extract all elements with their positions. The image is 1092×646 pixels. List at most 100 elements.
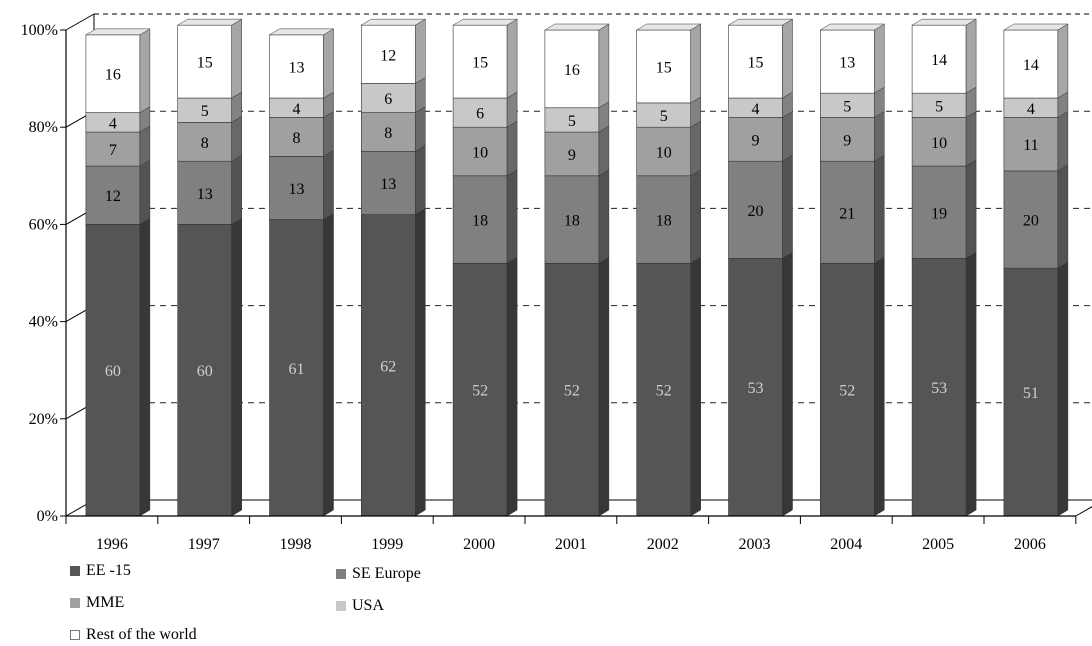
- bar-top: [911, 18, 978, 26]
- data-label: 13: [289, 59, 305, 76]
- bar-side: [323, 111, 334, 157]
- bar-side: [231, 154, 242, 225]
- bar-segment: [177, 217, 242, 517]
- bar-top: [635, 23, 702, 31]
- bar-segment: [269, 91, 334, 118]
- x-tick-label: 2002: [647, 536, 679, 553]
- bar-segment: [1003, 261, 1069, 517]
- bar-segment: [177, 154, 242, 225]
- data-label: 52: [839, 383, 855, 400]
- bar-side: [1057, 111, 1069, 172]
- bar-top: [84, 28, 151, 36]
- data-label: 51: [1023, 385, 1039, 402]
- bar-side: [782, 251, 793, 517]
- data-label: 18: [564, 213, 580, 230]
- bar-front: [269, 156, 324, 220]
- bar-segment: [544, 101, 610, 133]
- bar-side: [506, 169, 518, 264]
- bar-top: [819, 23, 886, 31]
- bar-front: [728, 117, 783, 162]
- data-label: 18: [656, 213, 672, 230]
- bar-front: [728, 258, 783, 517]
- legend-item: USA: [336, 597, 384, 615]
- legend-label: EE -15: [86, 562, 131, 579]
- bar-side: [965, 251, 977, 517]
- data-label: 11: [1023, 137, 1038, 154]
- bar-side: [690, 23, 701, 104]
- bar-side: [965, 111, 977, 167]
- legend-label: Rest of the world: [86, 626, 197, 643]
- bar-segment: [635, 23, 702, 104]
- bar-segment: [636, 120, 701, 177]
- data-label: 12: [105, 188, 121, 205]
- bar-segment: [84, 28, 151, 114]
- bar-side: [690, 169, 701, 264]
- bar-front: [1003, 267, 1059, 517]
- bar-segment: [360, 145, 426, 216]
- bar-front: [544, 131, 600, 177]
- bar-front: [819, 160, 875, 264]
- data-label: 9: [843, 132, 851, 149]
- bar-side: [231, 18, 242, 99]
- data-label: 5: [935, 98, 943, 115]
- data-label: 53: [931, 380, 947, 397]
- legend-swatch: [70, 598, 80, 608]
- bar-front: [636, 175, 692, 264]
- data-label: 52: [656, 383, 672, 400]
- bar-front: [85, 224, 141, 517]
- bar-front: [177, 122, 232, 162]
- data-label: 5: [201, 103, 209, 120]
- bar-front: [85, 34, 141, 113]
- bar-segment: [728, 111, 793, 162]
- bar-front: [819, 92, 875, 118]
- bar-side: [415, 106, 426, 152]
- bar-side: [323, 28, 334, 99]
- legend-swatch: [70, 630, 80, 640]
- bar-side: [690, 120, 701, 177]
- x-tick-label: 2000: [463, 536, 495, 553]
- bar-front: [360, 214, 416, 517]
- bar-front: [636, 262, 692, 517]
- bar-top: [176, 18, 243, 26]
- x-tick-label: 2005: [922, 536, 954, 553]
- bar-segment: [819, 86, 885, 118]
- bar-segment: [360, 208, 426, 517]
- data-label: 10: [472, 145, 488, 162]
- bar-top: [1002, 23, 1069, 31]
- bar-front: [360, 24, 416, 84]
- data-label: 4: [293, 101, 301, 118]
- bar-front: [360, 151, 416, 215]
- bar-side: [323, 213, 334, 517]
- bar-top: [360, 18, 427, 26]
- data-label: 8: [293, 130, 301, 147]
- legend-item: SE Europe: [336, 565, 421, 583]
- bar-side: [1057, 23, 1069, 99]
- bar-segment: [819, 23, 886, 94]
- bar-front: [544, 107, 600, 133]
- data-label: 10: [656, 145, 672, 162]
- data-label: 15: [656, 59, 672, 76]
- bar-segment: [911, 111, 977, 167]
- y-axis: 0% 20% 40% 60% 80% 100%: [21, 22, 67, 525]
- bar-segment: [636, 96, 701, 128]
- data-labels: 6012741660138515611384136213861252181061…: [105, 47, 1039, 402]
- bar-segment: [177, 115, 242, 162]
- bar-side: [139, 217, 151, 517]
- legend-item: EE -15: [70, 562, 131, 580]
- bar-front: [269, 34, 324, 99]
- bar-segment: [360, 18, 427, 84]
- bar-segment: [728, 251, 793, 517]
- bar-side: [323, 149, 334, 220]
- bar-front: [177, 224, 232, 517]
- data-label: 4: [109, 115, 117, 132]
- bar-front: [544, 29, 600, 109]
- data-label: 16: [105, 67, 121, 84]
- legend-item: Rest of the world: [70, 626, 197, 644]
- bar-segment: [819, 111, 885, 162]
- y-tick-label: 0%: [37, 508, 58, 525]
- bar-side: [598, 23, 610, 109]
- data-label: 10: [931, 135, 947, 152]
- bar-side: [415, 208, 426, 517]
- data-label: 20: [1023, 213, 1039, 230]
- bar-segment: [911, 251, 977, 517]
